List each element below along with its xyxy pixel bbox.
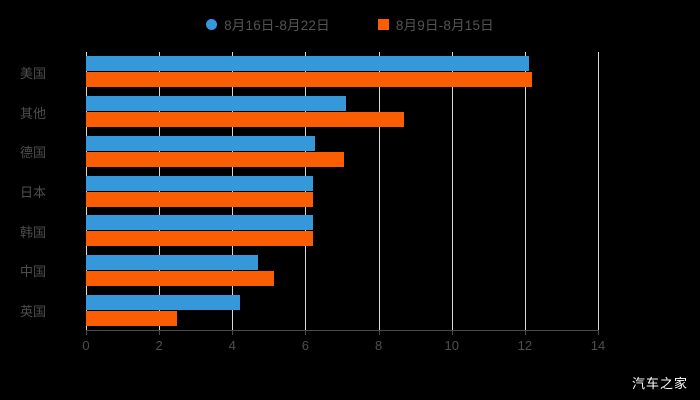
bar-group bbox=[86, 56, 598, 88]
x-tick-label: 4 bbox=[228, 338, 236, 353]
bar-group bbox=[86, 96, 598, 128]
bar-group bbox=[86, 294, 598, 326]
y-category-label-text: 韩国 bbox=[19, 224, 46, 240]
y-category-label-text: 德国 bbox=[19, 145, 46, 161]
y-category-label-text: 美国 bbox=[19, 65, 46, 81]
legend-label: 8月9日-8月15日 bbox=[395, 18, 494, 33]
x-tick-label: 2 bbox=[155, 338, 163, 353]
y-category-label-text: 日本 bbox=[19, 185, 46, 200]
x-gridline bbox=[524, 52, 526, 330]
x-tick-label: 8 bbox=[374, 338, 383, 353]
y-category-label-text: 英国 bbox=[19, 304, 46, 320]
x-tick-mark bbox=[86, 330, 87, 335]
legend-item[interactable]: 8月9日-8月15日 bbox=[377, 14, 494, 34]
x-tick-label: 10 bbox=[444, 338, 459, 353]
x-tick-mark bbox=[524, 330, 526, 335]
x-tick-label: 12 bbox=[517, 338, 533, 353]
x-tick-label: 6 bbox=[301, 338, 310, 353]
bar[interactable] bbox=[86, 175, 313, 191]
bar-group bbox=[86, 135, 598, 167]
x-gridline bbox=[378, 52, 380, 330]
x-axis-line bbox=[86, 330, 599, 331]
legend-circle-icon bbox=[206, 18, 218, 30]
x-tick-mark bbox=[305, 330, 307, 335]
bar[interactable] bbox=[86, 215, 313, 231]
bar[interactable] bbox=[86, 72, 533, 88]
x-gridline bbox=[232, 52, 234, 330]
chart-legend: 8月16日-8月22日 8月9日-8月15日 bbox=[0, 12, 700, 36]
bar[interactable] bbox=[86, 151, 344, 167]
x-tick-label: 14 bbox=[590, 338, 606, 353]
y-category-label-text: 中国 bbox=[19, 264, 46, 280]
watermark: 汽车之家 bbox=[631, 376, 688, 391]
legend-square-icon bbox=[377, 18, 389, 30]
bar[interactable] bbox=[86, 135, 315, 151]
bar-group bbox=[86, 175, 598, 207]
bar[interactable] bbox=[86, 231, 313, 247]
x-gridline bbox=[598, 52, 599, 330]
x-gridline bbox=[159, 52, 161, 330]
bar-group bbox=[86, 215, 598, 247]
bar[interactable] bbox=[86, 254, 258, 270]
legend-item[interactable]: 8月16日-8月22日 bbox=[206, 14, 330, 34]
x-tick-mark bbox=[378, 330, 380, 335]
bar-group bbox=[86, 254, 598, 286]
x-tick-mark bbox=[232, 330, 234, 335]
bar[interactable] bbox=[86, 310, 178, 326]
x-gridline bbox=[451, 52, 453, 330]
bar[interactable] bbox=[86, 96, 346, 112]
plot-area: 美国其他德国日本韩国中国英国 bbox=[20, 52, 599, 330]
x-tick-mark bbox=[451, 330, 453, 335]
x-tick-mark bbox=[159, 330, 161, 335]
legend-label: 8月16日-8月22日 bbox=[224, 18, 330, 33]
x-tick-label: 0 bbox=[82, 338, 90, 353]
bar[interactable] bbox=[86, 270, 275, 286]
x-tick-mark bbox=[598, 330, 599, 335]
y-category-label-text: 其他 bbox=[19, 105, 46, 121]
bar[interactable] bbox=[86, 56, 529, 72]
bar[interactable] bbox=[86, 294, 240, 310]
bar[interactable] bbox=[86, 191, 313, 207]
bar[interactable] bbox=[86, 112, 405, 128]
x-gridline bbox=[86, 52, 87, 330]
x-gridline bbox=[305, 52, 307, 330]
